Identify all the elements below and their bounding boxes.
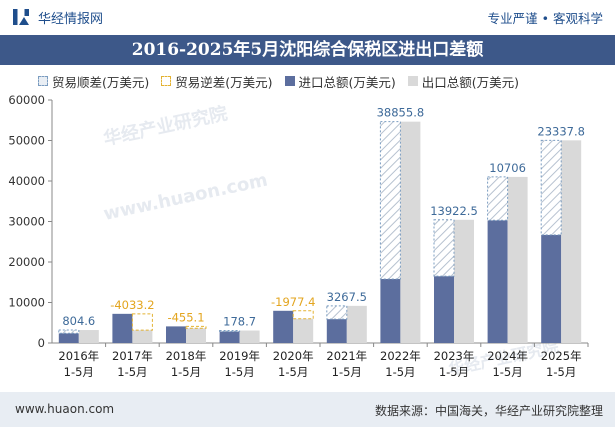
x-tick-label-period: 1-5月: [439, 365, 469, 379]
x-tick-label-year: 2024年: [487, 349, 528, 363]
y-tick-label: 30000: [8, 215, 45, 229]
legend-swatch-export-total: [407, 76, 418, 86]
balance-data-label: 178.7: [223, 315, 256, 329]
chart-title: 2016-2025年5月沈阳综合保税区进出口差额: [0, 35, 615, 65]
balance-data-label: 804.6: [62, 314, 95, 328]
balance-data-label: 23337.8: [537, 124, 585, 138]
trade-surplus-box: [326, 305, 348, 320]
x-tick-label-period: 1-5月: [492, 365, 522, 379]
export-bar: [346, 305, 367, 343]
legend-label-trade-surplus: 贸易顺差(万美元): [52, 74, 150, 90]
chart-legend: 贸易顺差(万美元) 贸易逆差(万美元) 进口总额(万美元) 出口总额(万美元): [38, 72, 531, 90]
x-tick-label-period: 1-5月: [546, 365, 576, 379]
import-bar: [273, 310, 294, 343]
trade-deficit-box: [185, 325, 207, 329]
x-tick-label-year: 2018年: [166, 349, 207, 363]
trade-deficit-box: [292, 310, 314, 320]
trade-deficit-box: [131, 313, 153, 331]
legend-item-trade-deficit: 贸易逆差(万美元): [161, 72, 273, 91]
watermark-text: www.huaon.com: [102, 170, 270, 225]
import-bar: [58, 333, 79, 343]
footer-site: www.huaon.com: [15, 402, 115, 416]
x-tick-label-year: 2021年: [326, 349, 367, 363]
export-bar: [561, 140, 582, 343]
x-tick-label-year: 2020年: [273, 349, 314, 363]
export-bar: [132, 330, 153, 343]
y-tick-label: 10000: [8, 296, 45, 310]
x-tick-label-year: 2019年: [219, 349, 260, 363]
legend-label-import-total: 进口总额(万美元): [298, 74, 396, 90]
import-bar: [487, 220, 508, 343]
import-bar: [219, 331, 240, 343]
legend-swatch-trade-deficit: [161, 76, 172, 86]
trade-surplus-box: [433, 219, 455, 277]
export-bar: [186, 328, 206, 343]
import-bar: [112, 313, 133, 343]
import-bar: [541, 234, 562, 343]
y-tick-label: 50000: [8, 134, 45, 148]
trade-surplus-box: [487, 176, 509, 221]
balance-data-label: 10706: [489, 161, 526, 175]
x-tick-label-period: 1-5月: [385, 365, 415, 379]
export-bar: [78, 330, 99, 343]
import-bar: [380, 279, 401, 343]
slogan: 专业严谨 • 客观科学: [487, 11, 603, 26]
logo-icon: [13, 9, 29, 25]
balance-data-label: 3267.5: [327, 290, 367, 304]
trade-surplus-box: [379, 121, 401, 280]
x-tick-label-period: 1-5月: [171, 365, 201, 379]
y-tick-label: 20000: [8, 255, 45, 269]
balance-data-label: 38855.8: [377, 106, 425, 120]
y-tick-label: 0: [38, 336, 45, 350]
balance-data-label: -455.1: [167, 310, 204, 324]
export-bar: [507, 176, 528, 343]
export-bar: [400, 121, 421, 343]
balance-data-label: -4033.2: [110, 298, 154, 312]
balance-data-label: -1977.4: [271, 295, 315, 309]
x-tick-label-year: 2017年: [112, 349, 153, 363]
legend-swatch-trade-surplus: [38, 76, 48, 86]
x-tick-label-year: 2023年: [434, 349, 475, 363]
x-tick-label-year: 2025年: [541, 349, 582, 363]
trade-surplus-box: [58, 329, 80, 334]
x-tick-label-year: 2022年: [380, 349, 421, 363]
import-bar: [166, 326, 186, 343]
x-tick-label-year: 2016年: [58, 349, 99, 363]
x-tick-label-period: 1-5月: [278, 365, 308, 379]
import-bar: [326, 319, 347, 343]
y-tick-label: 60000: [8, 93, 45, 107]
footer-source: 数据来源：中国海关，华经产业研究院整理: [374, 404, 603, 418]
balance-data-label: 13922.5: [430, 204, 478, 218]
legend-swatch-import-total: [284, 76, 295, 86]
x-tick-label-period: 1-5月: [332, 365, 362, 379]
legend-item-import-total: 进口总额(万美元): [284, 72, 396, 91]
brand-name: 华经情报网: [38, 12, 104, 27]
legend-label-export-total: 出口总额(万美元): [421, 74, 520, 90]
top-bar: 华经情报网 专业严谨 • 客观科学: [0, 0, 615, 35]
y-tick-label: 40000: [8, 174, 45, 188]
legend-label-trade-deficit: 贸易逆差(万美元): [175, 74, 273, 90]
legend-item-export-total: 出口总额(万美元): [407, 72, 520, 91]
x-tick-label-period: 1-5月: [224, 365, 254, 379]
trade-surplus-box: [540, 139, 562, 236]
legend-item-trade-surplus: 贸易顺差(万美元): [38, 72, 149, 91]
trade-surplus-box: [219, 330, 241, 333]
footer: www.huaon.com 数据来源：中国海关，华经产业研究院整理: [0, 392, 615, 427]
x-tick-label-period: 1-5月: [117, 365, 147, 379]
export-bar: [454, 219, 474, 343]
import-bar: [434, 276, 454, 343]
export-bar: [239, 330, 260, 343]
export-bar: [293, 318, 314, 343]
x-tick-label-period: 1-5月: [64, 365, 94, 379]
watermark-text: 华经产业研究院: [101, 102, 229, 150]
